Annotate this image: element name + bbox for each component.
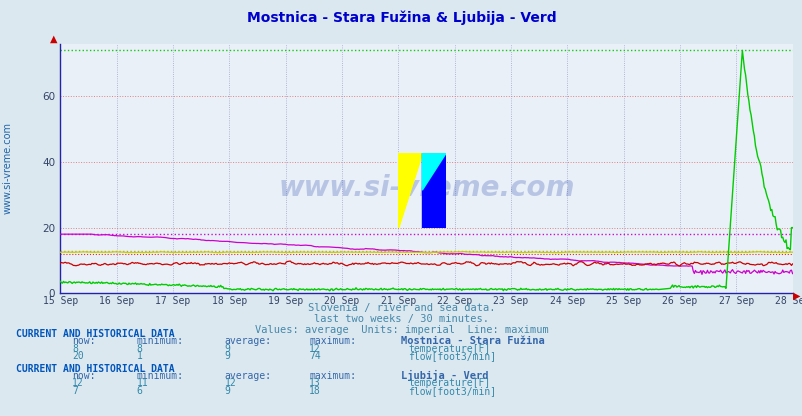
Text: 9: 9	[225, 344, 230, 354]
Text: Slovenia / river and sea data.: Slovenia / river and sea data.	[307, 303, 495, 313]
Text: 9: 9	[225, 352, 230, 362]
Text: 11: 11	[136, 379, 148, 389]
Text: 12: 12	[309, 344, 321, 354]
Text: 13: 13	[309, 379, 321, 389]
Text: temperature[F]: temperature[F]	[407, 379, 489, 389]
Polygon shape	[422, 153, 446, 228]
Text: CURRENT AND HISTORICAL DATA: CURRENT AND HISTORICAL DATA	[16, 364, 175, 374]
Text: 7: 7	[72, 386, 78, 396]
Text: average:: average:	[225, 336, 272, 346]
Text: temperature[F]: temperature[F]	[407, 344, 489, 354]
Text: 12: 12	[72, 379, 84, 389]
Text: 9: 9	[225, 386, 230, 396]
Text: 20: 20	[72, 352, 84, 362]
Polygon shape	[398, 153, 422, 228]
Text: minimum:: minimum:	[136, 371, 184, 381]
Text: flow[foot3/min]: flow[foot3/min]	[407, 386, 496, 396]
Text: now:: now:	[72, 371, 95, 381]
Text: www.si-vreme.com: www.si-vreme.com	[3, 122, 13, 215]
Text: Ljubija - Verd: Ljubija - Verd	[401, 369, 488, 381]
Text: ▶: ▶	[792, 290, 799, 300]
Text: Mostnica - Stara Fužina: Mostnica - Stara Fužina	[401, 336, 545, 346]
Text: 8: 8	[136, 344, 142, 354]
Text: 12: 12	[225, 379, 237, 389]
Text: 74: 74	[309, 352, 321, 362]
Polygon shape	[398, 153, 422, 228]
Text: 8: 8	[72, 344, 78, 354]
Text: 1: 1	[136, 352, 142, 362]
Text: 18: 18	[309, 386, 321, 396]
Text: flow[foot3/min]: flow[foot3/min]	[407, 352, 496, 362]
Polygon shape	[398, 153, 422, 228]
Text: maximum:: maximum:	[309, 336, 356, 346]
Text: Mostnica - Stara Fužina & Ljubija - Verd: Mostnica - Stara Fužina & Ljubija - Verd	[246, 10, 556, 25]
Text: minimum:: minimum:	[136, 336, 184, 346]
Text: 6: 6	[136, 386, 142, 396]
Text: last two weeks / 30 minutes.: last two weeks / 30 minutes.	[314, 314, 488, 324]
Text: average:: average:	[225, 371, 272, 381]
Text: CURRENT AND HISTORICAL DATA: CURRENT AND HISTORICAL DATA	[16, 329, 175, 339]
Text: now:: now:	[72, 336, 95, 346]
Text: www.si-vreme.com: www.si-vreme.com	[277, 174, 574, 203]
Text: ▲: ▲	[50, 34, 58, 44]
Text: Values: average  Units: imperial  Line: maximum: Values: average Units: imperial Line: ma…	[254, 325, 548, 335]
Polygon shape	[422, 153, 446, 190]
Text: maximum:: maximum:	[309, 371, 356, 381]
